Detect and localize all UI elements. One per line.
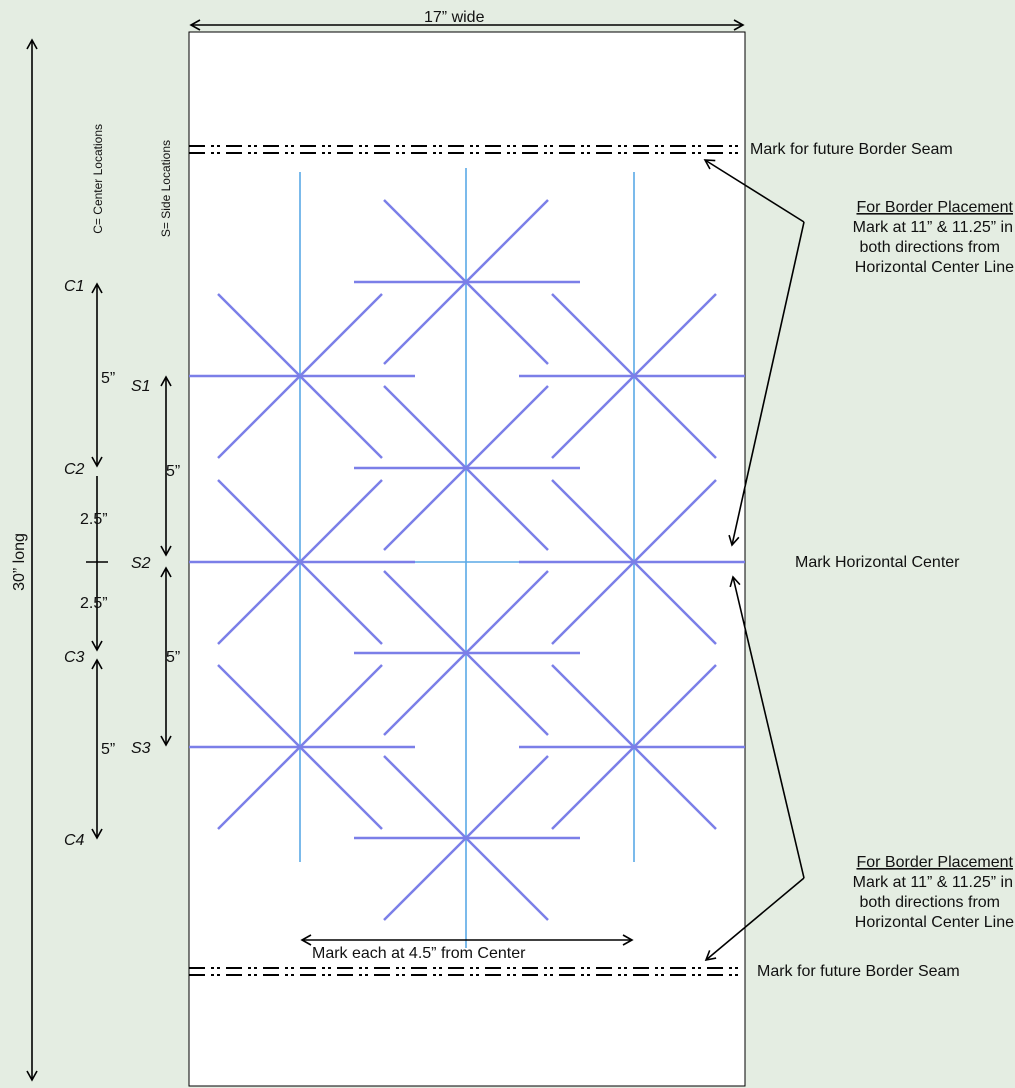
fabric-panel <box>188 31 746 1087</box>
placement-top-line3: Horizontal Center Line <box>855 259 1014 276</box>
marking-pattern <box>189 168 745 948</box>
center-mark-c4: C4 <box>64 832 85 849</box>
seam-label-bottom: Mark for future Border Seam <box>757 963 960 980</box>
side-mark-s3: S3 <box>131 740 151 757</box>
placement-note-top: For Border Placement Mark at 11” & 11.25… <box>853 199 1014 276</box>
side-locations-title: S= Side Locations <box>159 140 173 237</box>
placement-note-bottom: For Border Placement Mark at 11” & 11.25… <box>853 854 1014 931</box>
spacing-s2-s3: 5” <box>166 649 180 666</box>
placement-bottom-line2: both directions from <box>859 894 1000 911</box>
center-location-axis <box>86 282 108 840</box>
placement-bottom-line1: Mark at 11” & 11.25” in <box>853 874 1013 891</box>
placement-top-line1: Mark at 11” & 11.25” in <box>853 219 1013 236</box>
horizontal-center-label: Mark Horizontal Center <box>795 554 960 571</box>
spacing-s1-s2: 5” <box>166 463 180 480</box>
center-star-diagonal <box>383 570 549 736</box>
center-locations-title: C= Center Locations <box>91 124 105 234</box>
side-star-diagonal <box>551 293 717 459</box>
side-star-diagonal <box>217 293 383 459</box>
spacing-center-c3: 2.5” <box>80 595 108 612</box>
center-mark-c1: C1 <box>64 278 84 295</box>
center-mark-c2: C2 <box>64 461 85 478</box>
seam-label-top: Mark for future Border Seam <box>750 141 953 158</box>
length-label: 30” long <box>11 533 28 591</box>
column-spacing-label: Mark each at 4.5” from Center <box>312 945 526 962</box>
placement-bottom-title: For Border Placement <box>856 854 1013 871</box>
center-mark-c3: C3 <box>64 649 85 666</box>
placement-top-title: For Border Placement <box>856 199 1013 216</box>
border-seam-bottom <box>189 967 740 976</box>
side-mark-s1: S1 <box>131 378 151 395</box>
leader-arrows <box>703 159 805 962</box>
center-star-diagonal <box>383 755 549 921</box>
placement-bottom-line3: Horizontal Center Line <box>855 914 1014 931</box>
width-label: 17” wide <box>424 9 485 26</box>
center-star-diagonal <box>383 199 549 365</box>
side-mark-s2: S2 <box>131 555 151 572</box>
side-star-diagonal <box>217 479 383 645</box>
spacing-c1-c2: 5” <box>101 370 115 387</box>
placement-top-line2: both directions from <box>859 239 1000 256</box>
side-star-diagonal <box>551 664 717 830</box>
border-seam-top <box>189 145 740 154</box>
spacing-c3-c4: 5” <box>101 741 115 758</box>
center-star-diagonal <box>383 385 549 551</box>
side-star-diagonal <box>551 479 717 645</box>
spacing-c2-center: 2.5” <box>80 511 108 528</box>
side-star-diagonal <box>217 664 383 830</box>
